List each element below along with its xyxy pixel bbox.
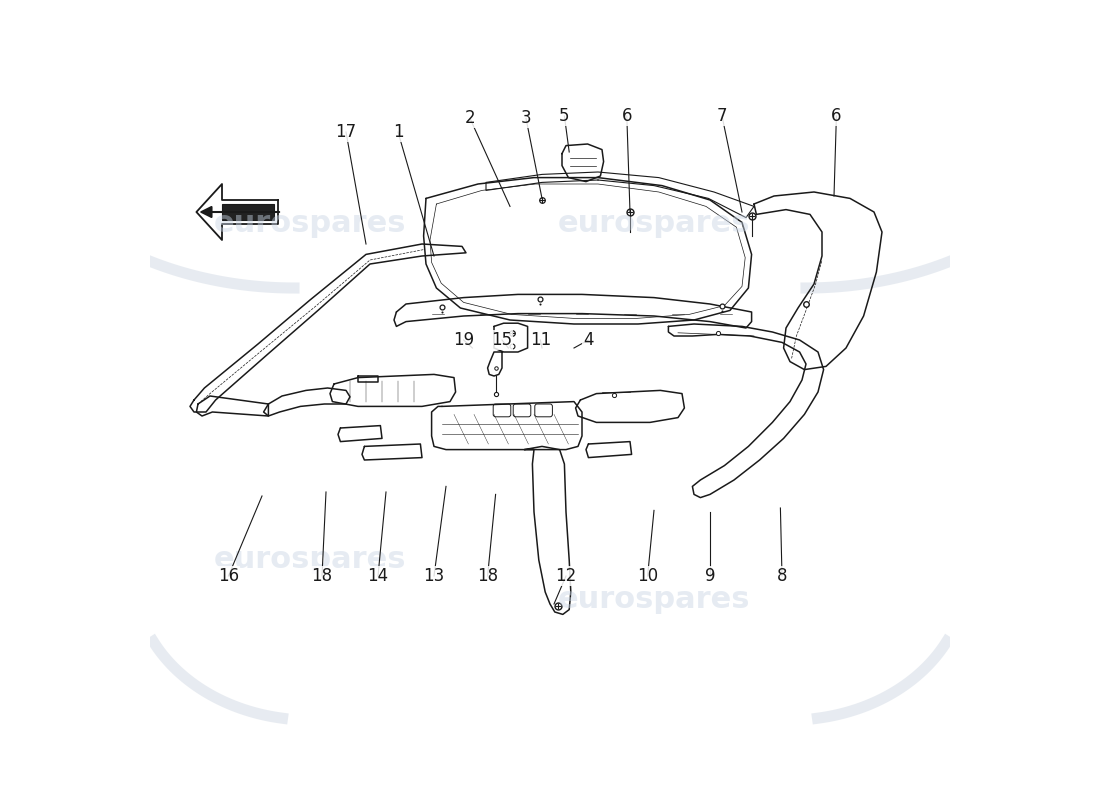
Text: 9: 9: [705, 567, 715, 585]
Text: 12: 12: [556, 567, 576, 585]
Text: 15: 15: [492, 331, 513, 349]
Text: 13: 13: [424, 567, 444, 585]
Text: 5: 5: [559, 107, 570, 125]
Text: 19: 19: [453, 331, 474, 349]
Text: 1: 1: [393, 123, 404, 141]
Text: 11: 11: [530, 331, 551, 349]
Text: 14: 14: [367, 567, 388, 585]
FancyBboxPatch shape: [514, 404, 531, 417]
Text: 3: 3: [520, 110, 531, 127]
Polygon shape: [222, 204, 274, 220]
Text: 18: 18: [311, 567, 332, 585]
Text: eurospares: eurospares: [558, 210, 750, 238]
Text: 16: 16: [218, 567, 239, 585]
Text: 18: 18: [477, 567, 498, 585]
Text: 10: 10: [637, 567, 658, 585]
Text: 7: 7: [717, 107, 727, 125]
Text: 8: 8: [777, 567, 788, 585]
Text: eurospares: eurospares: [213, 546, 406, 574]
Text: 6: 6: [621, 107, 632, 125]
FancyBboxPatch shape: [493, 404, 510, 417]
Text: eurospares: eurospares: [558, 586, 750, 614]
Text: 2: 2: [464, 110, 475, 127]
Text: eurospares: eurospares: [213, 210, 406, 238]
Text: 17: 17: [336, 123, 356, 141]
FancyBboxPatch shape: [535, 404, 552, 417]
Text: 4: 4: [583, 331, 594, 349]
Text: 6: 6: [832, 107, 842, 125]
